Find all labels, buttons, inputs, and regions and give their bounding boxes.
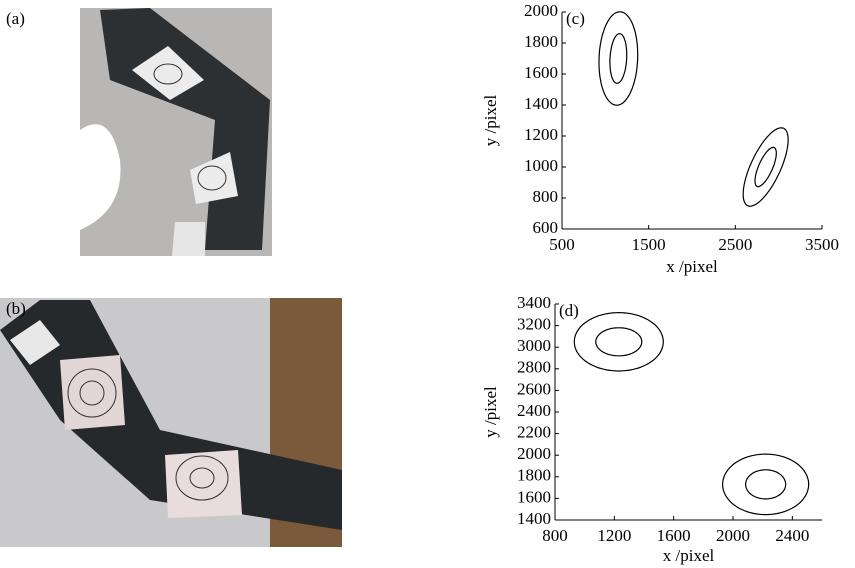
y-tick-label: 3400	[517, 293, 551, 312]
ellipse	[574, 313, 663, 371]
x-tick-label: 2000	[716, 526, 750, 545]
y-tick-label: 1800	[524, 32, 558, 51]
ellipse	[610, 34, 627, 84]
figure: (a) (b) 60080010001200140016001800200050…	[0, 0, 855, 568]
ellipse	[743, 128, 788, 206]
y-tick-label: 2000	[517, 444, 551, 463]
y-tick-label: 2000	[524, 1, 558, 20]
x-tick-label: 2400	[775, 526, 809, 545]
ellipse	[599, 12, 638, 105]
x-tick-label: 800	[542, 526, 568, 545]
y-tick-label: 2800	[517, 358, 551, 377]
y-tick-label: 2200	[517, 423, 551, 442]
y-tick-label: 1600	[517, 487, 551, 506]
y-axis-label: y /pixel	[481, 94, 500, 146]
panel-label: (a)	[6, 9, 25, 28]
panel-label: (b)	[6, 299, 26, 318]
y-tick-label: 1800	[517, 466, 551, 485]
x-tick-label: 1200	[597, 526, 631, 545]
ellipse	[596, 328, 642, 356]
ellipse	[746, 470, 786, 499]
y-tick-label: 1200	[524, 125, 558, 144]
photo-a	[80, 8, 272, 256]
x-tick-label: 1500	[632, 235, 666, 254]
y-tick-label: 3200	[517, 315, 551, 334]
x-axis-label: x /pixel	[663, 546, 715, 565]
x-axis-label: x /pixel	[666, 257, 718, 276]
y-axis-label: y /pixel	[481, 386, 500, 438]
y-tick-label: 2400	[517, 401, 551, 420]
x-tick-label: 2500	[718, 235, 752, 254]
x-tick-label: 500	[549, 235, 575, 254]
y-tick-label: 3000	[517, 336, 551, 355]
ellipse	[723, 454, 809, 514]
panel-label: (c)	[566, 9, 585, 28]
y-tick-label: 800	[533, 187, 559, 206]
y-tick-label: 1600	[524, 63, 558, 82]
panel-label: (d)	[559, 301, 579, 320]
ellipse	[755, 147, 776, 186]
y-tick-label: 1400	[524, 94, 558, 113]
photo-b	[0, 298, 342, 547]
x-tick-label: 1600	[657, 526, 691, 545]
y-tick-label: 2600	[517, 379, 551, 398]
x-tick-label: 3500	[805, 235, 839, 254]
y-tick-label: 1000	[524, 156, 558, 175]
